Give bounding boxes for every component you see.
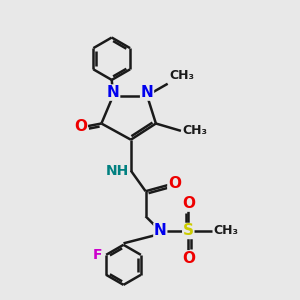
- Text: CH₃: CH₃: [182, 124, 207, 137]
- Text: O: O: [182, 196, 195, 211]
- Text: S: S: [183, 224, 194, 238]
- Text: CH₃: CH₃: [169, 69, 194, 82]
- Text: F: F: [93, 248, 103, 262]
- Text: O: O: [182, 251, 195, 266]
- Text: O: O: [74, 119, 87, 134]
- Text: CH₃: CH₃: [213, 224, 238, 238]
- Text: N: N: [141, 85, 153, 100]
- Text: N: N: [107, 85, 120, 100]
- Text: N: N: [154, 224, 167, 238]
- Text: O: O: [168, 176, 181, 191]
- Text: NH: NH: [106, 164, 129, 178]
